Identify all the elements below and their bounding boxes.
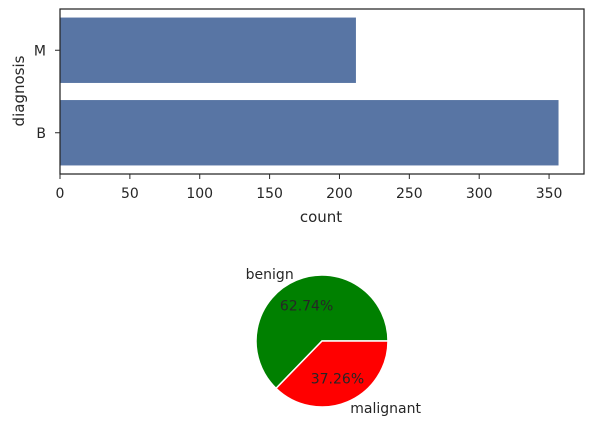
x-tick-label-350: 350 xyxy=(536,186,563,202)
bar-B xyxy=(59,99,560,167)
y-axis-label: diagnosis xyxy=(10,55,28,126)
bar-M xyxy=(59,16,357,84)
pie-chart: benign 62.74% malignant 37.26% xyxy=(246,267,422,417)
x-tick-label-100: 100 xyxy=(186,186,213,202)
pie-value-malignant: 37.26% xyxy=(311,371,364,387)
pie-value-benign: 62.74% xyxy=(280,299,333,315)
y-tick-label-M: M xyxy=(34,43,46,59)
bar-chart: count diagnosis M B 0 50 100 150 200 250 300 350 xyxy=(10,8,585,226)
x-tick-label-150: 150 xyxy=(256,186,283,202)
pie-label-benign: benign xyxy=(246,267,294,283)
x-axis-label: count xyxy=(300,208,342,226)
x-tick-label-200: 200 xyxy=(326,186,353,202)
pie-slice-benign xyxy=(255,274,389,390)
plot-frame xyxy=(59,8,585,175)
x-tick-label-0: 0 xyxy=(56,186,65,202)
pie-label-malignant: malignant xyxy=(350,401,421,417)
x-tick-label-50: 50 xyxy=(121,186,139,202)
y-tick-label-B: B xyxy=(36,126,46,142)
x-tick-label-250: 250 xyxy=(396,186,423,202)
pie-slice-malignant xyxy=(274,340,389,408)
x-tick-label-300: 300 xyxy=(466,186,493,202)
